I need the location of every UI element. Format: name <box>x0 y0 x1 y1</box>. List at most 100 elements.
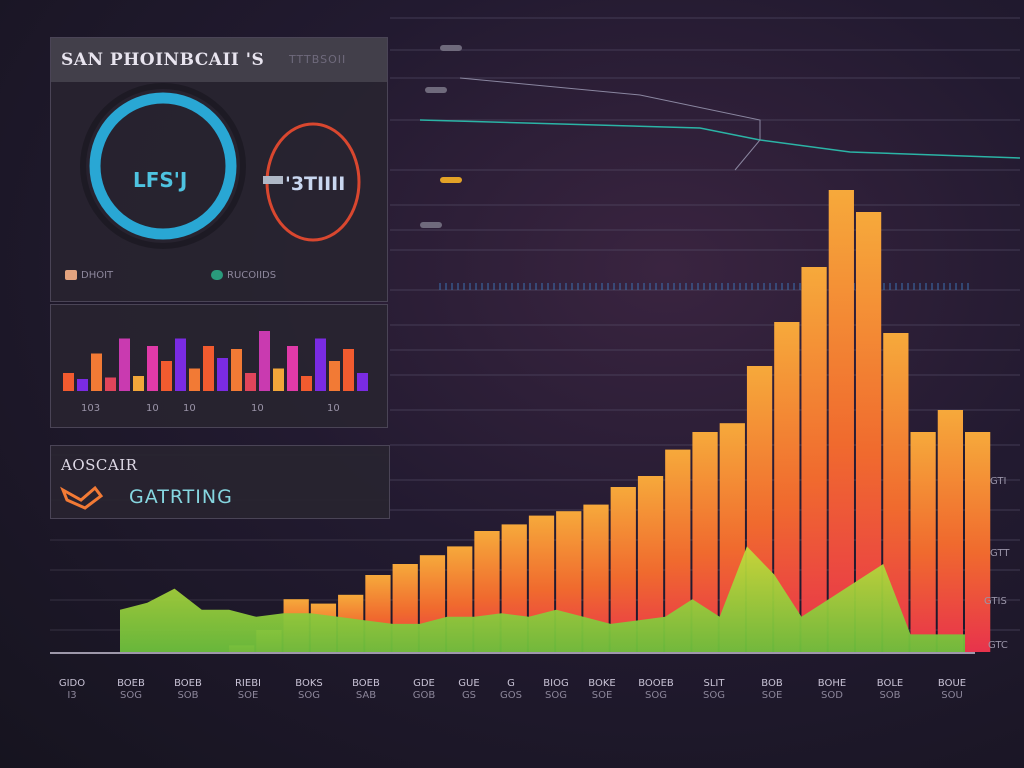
right-label-4: GTC <box>988 640 1008 651</box>
mini-bar <box>133 376 144 391</box>
right-label-3: GTIS <box>984 596 1007 607</box>
x-axis-label-top: SLIT <box>703 678 725 689</box>
metric-label: AOSCAIR <box>61 456 138 474</box>
metric-label-panel: AOSCAIR GATRTING <box>50 445 390 519</box>
x-axis-label: BOEB SAB <box>342 678 390 702</box>
mini-bar <box>119 338 130 391</box>
x-axis-label-bottom: GOS <box>500 690 522 701</box>
mini-bar-chart-panel: 103 10 10 10 10 <box>50 304 388 428</box>
mini-bar <box>329 361 340 391</box>
x-axis-label-top: BOKS <box>295 678 323 689</box>
x-axis-label-top: BOHE <box>817 678 847 689</box>
x-axis-label-bottom: SOE <box>761 690 783 701</box>
ring-right-label: '3TIIII <box>285 173 346 195</box>
chart-icon <box>60 485 104 510</box>
mini-bar <box>301 376 312 391</box>
x-axis-label-top: BIOG <box>543 678 569 689</box>
x-axis-label: BIOG SOG <box>532 678 580 702</box>
trend-line-2 <box>459 77 761 171</box>
mini-bar <box>91 353 102 391</box>
ring-gauge-left-shadow <box>80 83 246 249</box>
metric-value: GATRTING <box>129 486 233 508</box>
x-axis-label-bottom: SOD <box>821 690 843 701</box>
x-axis-label-bottom: SOG <box>120 690 142 701</box>
x-axis-label-top: GDE <box>413 678 435 689</box>
axis-marker <box>420 222 442 228</box>
mini-tick-4: 10 <box>251 403 264 414</box>
x-axis-label: BOEB SOG <box>107 678 155 702</box>
x-axis-label-top: BOEB <box>174 678 202 689</box>
top-info-panel: SAN PHOINBCAII 'S TTTBSOII LFS'J '3TIIII… <box>50 37 388 302</box>
axis-marker <box>440 45 462 51</box>
x-axis-label-bottom: SAB <box>355 690 377 701</box>
mini-bar <box>245 373 256 391</box>
ring-left-label: LFS'J <box>133 168 188 192</box>
mini-bar <box>147 346 158 391</box>
mini-bar <box>287 346 298 391</box>
x-axis-label: GIDO I3 <box>48 678 96 702</box>
ring-gauge-left <box>89 92 237 240</box>
trend-line <box>419 119 1021 159</box>
legend-item-2: RUCOIIDS <box>211 270 276 281</box>
x-axis-label-top: G <box>507 678 515 689</box>
x-axis-label: BOOEB SOG <box>632 678 680 702</box>
legend-swatch-2 <box>211 270 223 280</box>
x-axis-label-top: BOUE <box>937 678 967 689</box>
x-axis-label-bottom: GOB <box>412 690 436 701</box>
x-axis-label: BOB SOE <box>748 678 796 702</box>
x-axis-label-top: BOOEB <box>638 678 674 689</box>
panel-title: SAN PHOINBCAII 'S <box>61 50 265 70</box>
x-axis-label-bottom: SOE <box>591 690 613 701</box>
mini-bar <box>217 358 228 391</box>
x-axis-label-bottom: SOG <box>545 690 567 701</box>
mini-bar <box>175 338 186 391</box>
x-axis-label-top: BOLE <box>876 678 904 689</box>
mini-bar <box>357 373 368 391</box>
right-label-2: GTT <box>990 548 1010 559</box>
x-axis-label-top: BOB <box>761 678 783 689</box>
x-axis-label-top: RIEBI <box>234 678 262 689</box>
mini-bar <box>161 361 172 391</box>
mini-tick-5: 10 <box>327 403 340 414</box>
legend-label-1: DHOIT <box>81 270 114 281</box>
mini-bar <box>63 373 74 391</box>
x-axis-label: RIEBI SOE <box>224 678 272 702</box>
mini-bar <box>259 331 270 391</box>
x-axis-label-bottom: I3 <box>67 690 77 701</box>
x-axis-label-bottom: SOU <box>941 690 963 701</box>
x-axis-label-bottom: SOG <box>703 690 725 701</box>
mini-bar <box>105 377 116 391</box>
x-axis-label-top: GIDO <box>58 678 86 689</box>
mini-tick-1: 103 <box>81 403 101 414</box>
x-axis-label-bottom: SOG <box>298 690 320 701</box>
x-axis-label: BOUE SOU <box>928 678 976 702</box>
mini-bar <box>77 379 88 391</box>
x-axis-label: BOHE SOD <box>808 678 856 702</box>
x-axis-label-top: BOEB <box>117 678 145 689</box>
axis-marker <box>440 177 462 183</box>
x-axis-label: BOKS SOG <box>285 678 333 702</box>
x-axis-label-top: GUE <box>458 678 480 689</box>
legend-swatch-1 <box>65 270 77 280</box>
panel-title-bar: SAN PHOINBCAII 'S TTTBSOII <box>51 38 387 82</box>
panel-subtitle: TTTBSOII <box>289 53 347 66</box>
legend-item-1: DHOIT <box>65 270 113 281</box>
ring-gauges <box>80 83 361 249</box>
x-axis-label: BOKE SOE <box>578 678 626 702</box>
x-axis-label: BOEB SOB <box>164 678 212 702</box>
mini-bar-chart <box>63 331 368 391</box>
mini-bar <box>189 368 200 391</box>
right-label-1: GTI <box>990 476 1007 487</box>
mini-bar <box>315 338 326 391</box>
x-axis-label: SLIT SOG <box>690 678 738 702</box>
x-axis-label-bottom: SOE <box>237 690 259 701</box>
x-axis-label-top: BOKE <box>588 678 616 689</box>
legend-label-2: RUCOIIDS <box>227 270 277 281</box>
x-axis-label-bottom: GS <box>461 690 477 701</box>
ring-gauge-right-marker <box>263 176 283 184</box>
x-axis-label-bottom: SOG <box>645 690 667 701</box>
mini-bar <box>203 346 214 391</box>
mini-bar <box>273 368 284 391</box>
x-axis-label: GDE GOB <box>400 678 448 702</box>
x-axis-label-bottom: SOB <box>879 690 901 701</box>
